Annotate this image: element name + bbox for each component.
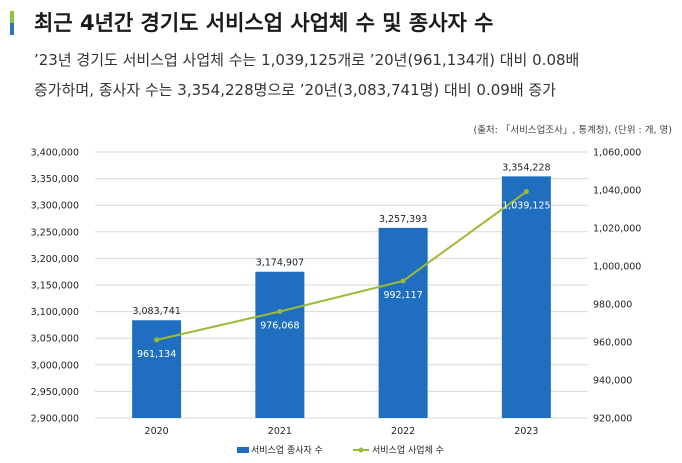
line-point bbox=[400, 278, 406, 284]
page-title: 최근 4년간 경기도 서비스업 사업체 수 및 종사자 수 bbox=[34, 11, 494, 35]
line-value-label: 992,117 bbox=[383, 290, 422, 301]
bar-value-label: 3,083,741 bbox=[132, 306, 180, 317]
y-left-tick-label: 3,300,000 bbox=[31, 201, 79, 212]
x-tick-label: 2021 bbox=[268, 426, 292, 437]
legend-line-label: 서비스업 사업체 수 bbox=[372, 445, 444, 456]
y-left-tick-label: 3,050,000 bbox=[31, 334, 79, 345]
y-left-tick-label: 3,150,000 bbox=[31, 281, 79, 292]
y-right-tick-label: 1,040,000 bbox=[593, 186, 641, 197]
y-left-tick-label: 2,900,000 bbox=[31, 414, 79, 425]
summary-line-2: 증가하며, 종사자 수는 3,354,228명으로 ’20년(3,083,741… bbox=[34, 81, 556, 99]
combo-chart: 2,900,000 2,950,000 3,000,000 3,050,000 3,10… bbox=[31, 148, 642, 457]
bar bbox=[501, 176, 551, 418]
line-value-label: 961,134 bbox=[137, 349, 176, 360]
y-left-tick-label: 3,350,000 bbox=[31, 174, 79, 185]
y-left-tick-label: 3,200,000 bbox=[31, 254, 79, 265]
legend-bar-swatch bbox=[237, 447, 249, 453]
bar bbox=[255, 271, 305, 418]
y-right-tick-label: 940,000 bbox=[593, 376, 632, 387]
y-left-tick-label: 2,950,000 bbox=[31, 387, 79, 398]
summary-text: ’23년 경기도 서비스업 사업체 수는 1,039,125개로 ’20년(96… bbox=[34, 45, 579, 105]
bar-value-label: 3,257,393 bbox=[379, 214, 427, 225]
line-value-label: 976,068 bbox=[260, 320, 299, 331]
line-value-label: 1,039,125 bbox=[502, 201, 550, 212]
y-left-tick-label: 3,400,000 bbox=[31, 148, 79, 159]
bar bbox=[378, 227, 428, 418]
y-left-tick-label: 3,100,000 bbox=[31, 307, 79, 318]
source-note: (출처: 「서비스업조사」, 통계청), (단위 : 개, 명) bbox=[473, 125, 672, 136]
summary-line-1: ’23년 경기도 서비스업 사업체 수는 1,039,125개로 ’20년(96… bbox=[34, 51, 580, 69]
line-point bbox=[277, 308, 283, 314]
y-right-tick-label: 1,060,000 bbox=[593, 148, 641, 159]
y-right-tick-label: 1,020,000 bbox=[593, 224, 641, 235]
y-left-tick-label: 3,000,000 bbox=[31, 360, 79, 371]
bar-value-label: 3,174,907 bbox=[256, 258, 304, 269]
y-right-tick-label: 980,000 bbox=[593, 300, 632, 311]
bar-value-label: 3,354,228 bbox=[502, 162, 550, 173]
y-right-tick-label: 920,000 bbox=[593, 414, 632, 425]
title-accent-green bbox=[10, 11, 14, 23]
legend-line-marker bbox=[358, 447, 364, 453]
y-left-tick-label: 3,250,000 bbox=[31, 227, 79, 238]
line-point bbox=[154, 337, 160, 343]
x-tick-label: 2020 bbox=[145, 426, 169, 437]
line-point bbox=[523, 189, 529, 195]
title-accent-bar bbox=[10, 11, 14, 35]
title-accent-blue bbox=[10, 23, 14, 35]
x-tick-label: 2023 bbox=[514, 426, 538, 437]
y-right-tick-label: 960,000 bbox=[593, 338, 632, 349]
y-right-tick-label: 1,000,000 bbox=[593, 262, 641, 273]
x-tick-label: 2022 bbox=[391, 426, 415, 437]
series-line bbox=[156, 190, 527, 341]
legend-bar-label: 서비스업 종사자 수 bbox=[251, 445, 323, 456]
